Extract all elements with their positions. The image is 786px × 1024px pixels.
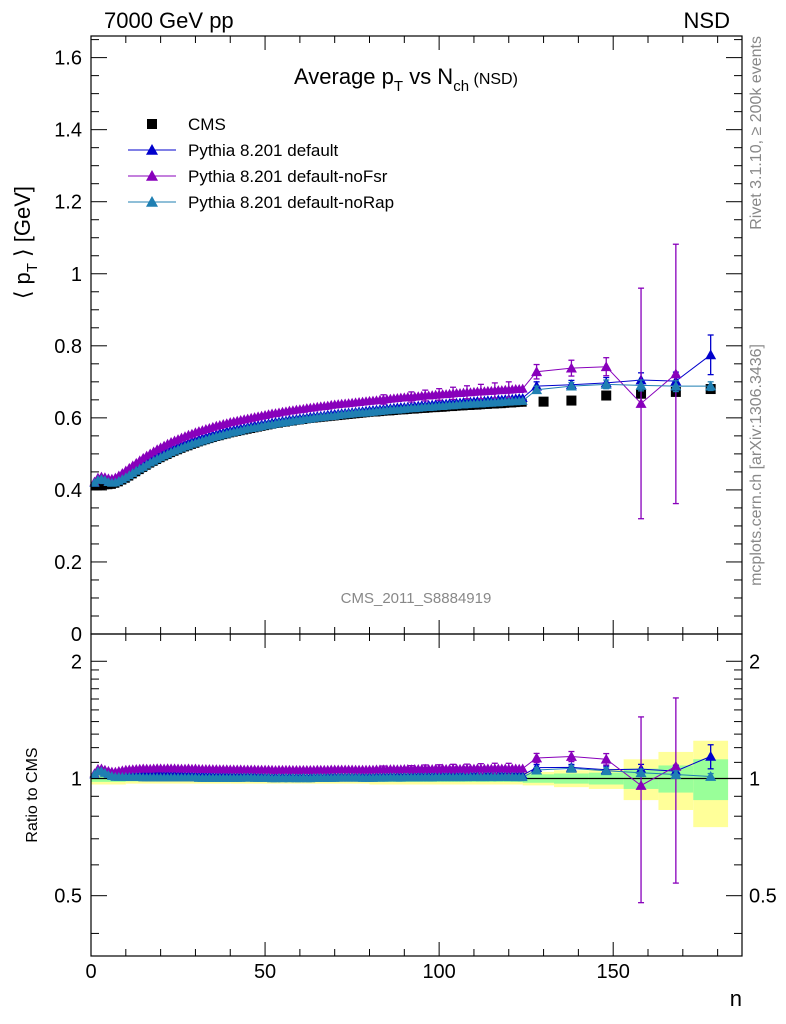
ratio-uncertainty-band bbox=[91, 740, 729, 828]
x-tick-label-3: 150 bbox=[597, 961, 630, 983]
chart-title: Average pT vs Nch (NSD) bbox=[294, 64, 518, 95]
ratio-y-axis-label: Ratio to CMS bbox=[24, 747, 41, 842]
ratio-point-3-129 bbox=[705, 771, 717, 781]
ratio-point-3-125 bbox=[565, 762, 577, 773]
ratio-point-2-124 bbox=[531, 752, 543, 763]
ratio-point-2-127 bbox=[635, 779, 647, 790]
ratio-tick-label-right-2: 2 bbox=[749, 651, 760, 673]
x-axis-label: n bbox=[730, 986, 742, 1011]
y-tick-label-1: 0.2 bbox=[54, 552, 82, 574]
series-point-3-124 bbox=[531, 384, 543, 395]
series-point-2-124 bbox=[531, 366, 543, 377]
series-3 bbox=[89, 378, 717, 487]
ratio-point-3-124 bbox=[531, 764, 543, 775]
series-2 bbox=[89, 243, 682, 520]
legend-marker-2 bbox=[146, 170, 158, 181]
ratio-point-3-128 bbox=[670, 768, 682, 779]
y-tick-label-0: 0 bbox=[71, 624, 82, 646]
legend: CMS Pythia 8.201 default Pythia 8.201 defa… bbox=[128, 115, 394, 212]
legend-label-3: Pythia 8.201 default-noRap bbox=[188, 193, 394, 212]
legend-label-2: Pythia 8.201 default-noFsr bbox=[188, 167, 388, 186]
header-energy-label: 7000 GeV pp bbox=[104, 8, 234, 33]
y-tick-label-8: 1.6 bbox=[54, 48, 82, 70]
analysis-id-label: CMS_2011_S8884919 bbox=[341, 590, 492, 607]
y-tick-label-7: 1.4 bbox=[54, 120, 82, 142]
main-plot-series bbox=[89, 243, 717, 520]
legend-entry-2: Pythia 8.201 default-noFsr bbox=[128, 167, 388, 186]
rivet-version-label: Rivet 3.1.10, ≥ 200k events bbox=[748, 36, 765, 230]
legend-marker-0 bbox=[147, 119, 157, 129]
legend-entry-0: CMS bbox=[147, 115, 226, 134]
x-tick-label-1: 50 bbox=[254, 961, 276, 983]
ratio-point-3-127 bbox=[635, 767, 647, 778]
legend-entry-3: Pythia 8.201 default-noRap bbox=[128, 193, 394, 212]
ratio-series-3 bbox=[89, 762, 717, 783]
ratio-tick-label-left-0: 0.5 bbox=[54, 886, 82, 908]
ratio-point-2-125 bbox=[565, 750, 577, 761]
ratio-tick-label-right-0: 0.5 bbox=[749, 886, 777, 908]
ratio-point-2-128 bbox=[670, 760, 682, 771]
ratio-point-2-123 bbox=[517, 763, 528, 773]
series-point-3-127 bbox=[635, 379, 647, 390]
series-point-2-125 bbox=[565, 362, 577, 373]
series-point-3-128 bbox=[670, 380, 682, 391]
y-tick-label-3: 0.6 bbox=[54, 408, 82, 430]
legend-entry-1: Pythia 8.201 default bbox=[128, 141, 339, 160]
series-point-2-127 bbox=[635, 397, 647, 408]
ratio-tick-label-right-1: 1 bbox=[749, 768, 760, 790]
axis-ticks: 0 50 100 150 0 0.2 0.4 0.6 0.8 1 1.2 1.4 1.6 0.5 0.5 1 1… bbox=[54, 36, 777, 983]
series-point-2-123 bbox=[517, 383, 528, 393]
header-process-label: NSD bbox=[684, 8, 730, 33]
ratio-series-2 bbox=[89, 697, 682, 904]
series-point-3-126 bbox=[600, 378, 612, 389]
ratio-tick-label-left-1: 1 bbox=[71, 768, 82, 790]
series-line-1 bbox=[94, 354, 711, 484]
cms-point-125 bbox=[566, 395, 577, 406]
series-point-1-129 bbox=[705, 349, 717, 360]
series-point-3-125 bbox=[565, 380, 577, 391]
ratio-plot-frame bbox=[90, 633, 743, 957]
legend-label-0: CMS bbox=[188, 115, 226, 134]
series-point-2-128 bbox=[670, 368, 682, 379]
ratio-tick-label-left-2: 2 bbox=[71, 651, 82, 673]
legend-marker-3 bbox=[146, 196, 158, 207]
plot-frames bbox=[90, 35, 743, 957]
mcplots-label: mcplots.cern.ch [arXiv:1306.3436] bbox=[748, 344, 765, 586]
legend-marker-1 bbox=[146, 144, 158, 155]
ratio-point-2-126 bbox=[600, 753, 612, 764]
y-tick-label-6: 1.2 bbox=[54, 192, 82, 214]
series-point-2-126 bbox=[600, 361, 612, 372]
ratio-point-1-129 bbox=[705, 750, 717, 761]
series-point-3-129 bbox=[705, 380, 717, 391]
y-tick-label-5: 1 bbox=[71, 264, 82, 286]
ratio-plot-series bbox=[89, 697, 717, 904]
x-tick-label-0: 0 bbox=[85, 961, 96, 983]
series-point-3-123 bbox=[517, 395, 528, 405]
y-tick-label-2: 0.4 bbox=[54, 480, 82, 502]
y-tick-label-4: 0.8 bbox=[54, 336, 82, 358]
ratio-point-3-126 bbox=[600, 765, 612, 776]
cms-point-124 bbox=[538, 396, 549, 407]
cms-point-126 bbox=[601, 390, 612, 401]
y-axis-label: ⟨ pT ⟩ [GeV] bbox=[10, 186, 41, 299]
ratio-point-3-123 bbox=[517, 772, 528, 782]
x-tick-label-2: 100 bbox=[422, 961, 455, 983]
legend-label-1: Pythia 8.201 default bbox=[188, 141, 339, 160]
